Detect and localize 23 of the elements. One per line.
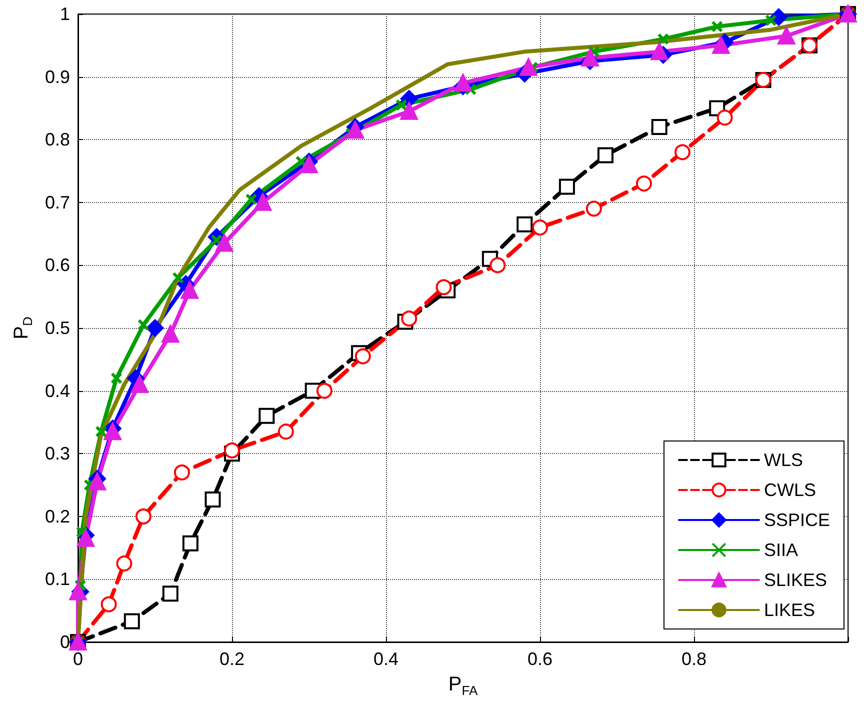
y-tick-label: 0.4 [44,380,70,401]
y-tick-label: 0.5 [44,318,70,338]
x-tick-label: 0 [72,649,84,669]
legend-label: LIKES [764,600,816,620]
x-tick-label: 0.4 [373,649,399,669]
x-tick-label: 0.6 [527,649,553,669]
y-tick-label: 1 [60,4,70,24]
y-tick-label: 0.3 [44,444,70,464]
legend-label: CWLS [764,480,816,500]
y-tick-label: 0.6 [44,255,70,276]
y-tick-label: 0.1 [44,569,70,590]
y-axis-title: PD [10,316,36,340]
legend-label: SIIA [764,540,798,560]
y-tick-label: 0.9 [44,66,70,87]
y-tick-label: 0.8 [44,130,70,150]
legend-label: SLIKES [764,570,828,590]
x-tick-label: 0.2 [219,649,245,669]
legend-label: WLS [764,450,803,470]
legend-label: SSPICE [764,510,830,530]
y-tick-label: 0 [60,632,70,652]
y-tick-label: 0.7 [44,192,70,212]
y-tick-label: 0.2 [44,506,70,526]
x-tick-label: 0.8 [681,649,707,669]
